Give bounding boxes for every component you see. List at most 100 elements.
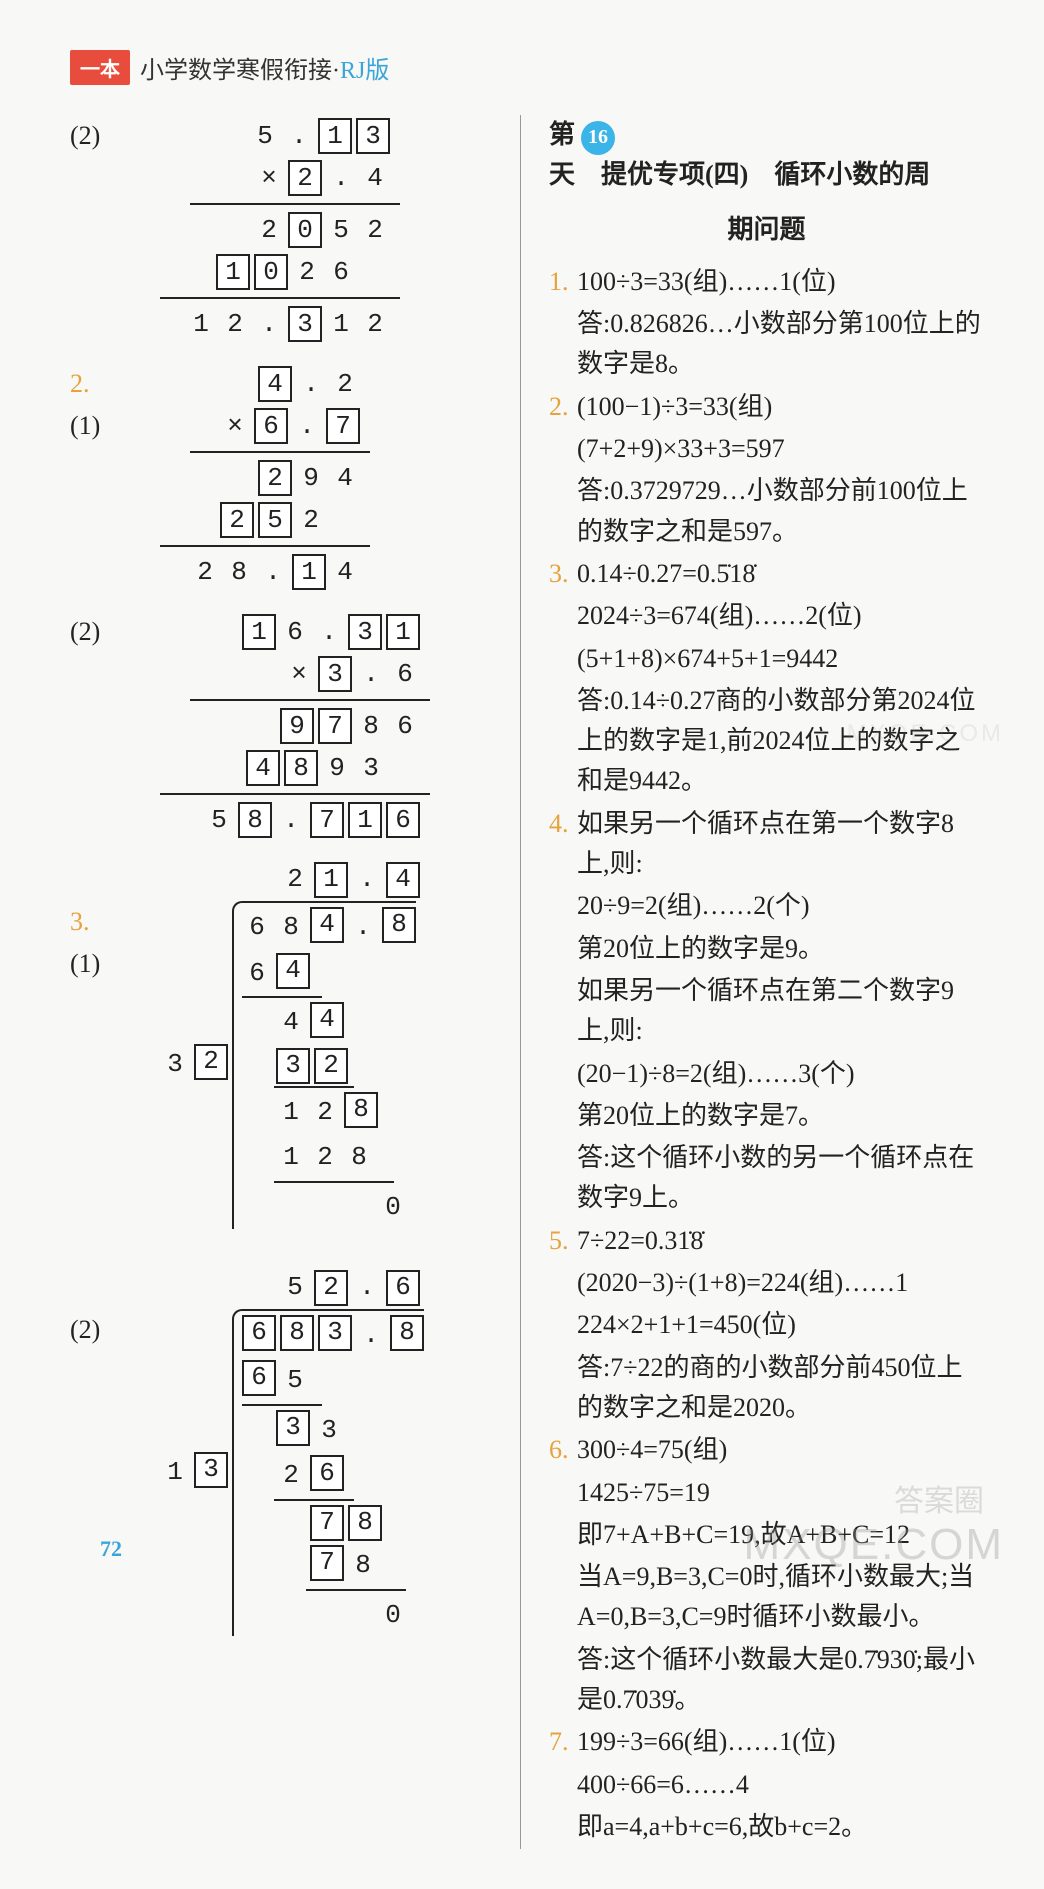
answer-line: 答:这个循环小数最大是0.7̇930̇;最小是0.7̇039̇。: [549, 1640, 984, 1721]
boxed-digit: 6: [242, 1360, 276, 1396]
boxed-digit: 7: [310, 1505, 344, 1541]
boxed-digit: 7: [326, 408, 360, 444]
digit: 1: [160, 1452, 190, 1494]
digit: 3: [356, 748, 386, 788]
series-badge: 一本: [70, 50, 130, 85]
answer-line: 如果另一个循环点在第二个数字9上,则:: [549, 971, 984, 1052]
digit: 1: [276, 1092, 306, 1134]
mult-problem-2-2: (2)16.31×3.69786489358.716: [70, 611, 480, 859]
digit: 6: [326, 252, 356, 292]
answer-text: (7+2+9)×33+3=597: [577, 429, 984, 469]
answer-text: 即a=4,a+b+c=6,故b+c=2。: [577, 1807, 984, 1847]
digit: 8: [356, 706, 386, 746]
sub-label: (1): [70, 943, 126, 985]
digit: 1: [326, 304, 356, 344]
boxed-digit: 7: [310, 1545, 344, 1581]
left-column: (2)5.13×2.42052102612.312 2.(1)4.2×6.729…: [70, 115, 480, 1849]
boxed-digit: 4: [276, 953, 310, 989]
item-number: 3.: [549, 554, 577, 594]
book-title: 小学数学寒假衔接·RJ版: [140, 50, 389, 85]
boxed-digit: 1: [314, 862, 348, 898]
answer-line: 答:7÷22的商的小数部分前450位上的数字之和是2020。: [549, 1348, 984, 1429]
boxed-digit: 8: [284, 750, 318, 786]
digit: 0: [378, 1595, 408, 1637]
boxed-digit: 2: [220, 502, 254, 538]
digit: 5: [280, 1267, 310, 1309]
answer-line: (20−1)÷8=2(组)……3(个): [549, 1054, 984, 1094]
answer-text: 答:0.3729729…小数部分前100位上的数字之和是597。: [577, 471, 984, 552]
digit: .: [352, 1267, 382, 1309]
boxed-digit: 1: [348, 802, 382, 838]
answer-text: 400÷66=6……4: [577, 1765, 984, 1805]
answer-line: 20÷9=2(组)……2(个): [549, 886, 984, 926]
boxed-digit: 8: [344, 1092, 378, 1128]
digit: 5: [204, 800, 234, 840]
answer-line: 3.0.14÷0.27=0.5̇18̇: [549, 554, 984, 594]
mult-problem-2-1: 2.(1)4.2×6.729425228.14: [70, 363, 480, 611]
div-problem-3-2: (2)52.613683.865332678780: [70, 1267, 480, 1655]
answer-line: (7+2+9)×33+3=597: [549, 429, 984, 469]
answer-text: 如果另一个循环点在第二个数字9上,则:: [577, 971, 984, 1052]
digit: 8: [276, 907, 306, 949]
digit: .: [296, 364, 326, 404]
answer-text: 100÷3=33(组)……1(位): [577, 262, 984, 302]
digit: 2: [254, 210, 284, 250]
boxed-digit: 1: [216, 254, 250, 290]
answer-line: (2020−3)÷(1+8)=224(组)……1: [549, 1263, 984, 1303]
answer-text: 300÷4=75(组): [577, 1430, 984, 1470]
section-title: 第 16 天 提优专项(四) 循环小数的周: [549, 115, 984, 196]
digit: 4: [330, 552, 360, 592]
item-number: 6.: [549, 1430, 577, 1470]
boxed-digit: 2: [258, 460, 292, 496]
boxed-digit: 7: [310, 802, 344, 838]
boxed-digit: 4: [310, 907, 344, 943]
answer-text: 如果另一个循环点在第一个数字8上,则:: [577, 804, 984, 885]
item-number: 5.: [549, 1221, 577, 1261]
answer-text: 20÷9=2(组)……2(个): [577, 886, 984, 926]
item-number: 7.: [549, 1722, 577, 1762]
digit: 5: [326, 210, 356, 250]
boxed-digit: 1: [242, 614, 276, 650]
boxed-digit: 4: [386, 862, 420, 898]
digit: 6: [280, 612, 310, 652]
page-header: 一本 小学数学寒假衔接·RJ版: [70, 50, 984, 85]
div-problem-3-1: 3.(1)21.432684.86444321281280: [70, 859, 480, 1247]
digit: .: [352, 859, 382, 901]
boxed-digit: 6: [386, 802, 420, 838]
sub-label: (2): [70, 115, 126, 157]
boxed-digit: 1: [292, 554, 326, 590]
digit: 3: [160, 1044, 190, 1086]
answer-text: 答:这个循环小数的另一个循环点在数字9上。: [577, 1138, 984, 1219]
answer-text: 0.14÷0.27=0.5̇18̇: [577, 554, 984, 594]
boxed-digit: 8: [390, 1315, 424, 1351]
answer-line: 400÷66=6……4: [549, 1765, 984, 1805]
boxed-digit: 3: [194, 1452, 228, 1488]
page-number: 72: [100, 1536, 122, 1562]
boxed-digit: 4: [246, 750, 280, 786]
answer-line: 答:0.826826…小数部分第100位上的数字是8。: [549, 304, 984, 385]
digit: 0: [378, 1187, 408, 1229]
digit: .: [276, 800, 306, 840]
item-number: 4.: [549, 804, 577, 844]
answer-line: 第20位上的数字是9。: [549, 929, 984, 969]
boxed-digit: 8: [238, 802, 272, 838]
digit: .: [326, 158, 356, 198]
answer-line: 7.199÷3=66(组)……1(位): [549, 1722, 984, 1762]
digit: .: [254, 304, 284, 344]
boxed-digit: 2: [314, 1270, 348, 1306]
item-number: 1.: [549, 262, 577, 302]
boxed-digit: 6: [310, 1455, 344, 1491]
boxed-digit: 4: [258, 366, 292, 402]
digit: 8: [348, 1545, 378, 1587]
boxed-digit: 3: [288, 306, 322, 342]
boxed-digit: 3: [318, 1315, 352, 1351]
digit: 2: [296, 500, 326, 540]
digit: 6: [242, 907, 272, 949]
boxed-digit: 2: [314, 1048, 348, 1084]
boxed-digit: 1: [318, 118, 352, 154]
digit: 3: [314, 1410, 344, 1452]
digit: 1: [186, 304, 216, 344]
answer-text: (2020−3)÷(1+8)=224(组)……1: [577, 1263, 984, 1303]
boxed-digit: 6: [254, 408, 288, 444]
answer-line: 224×2+1+1=450(位): [549, 1305, 984, 1345]
